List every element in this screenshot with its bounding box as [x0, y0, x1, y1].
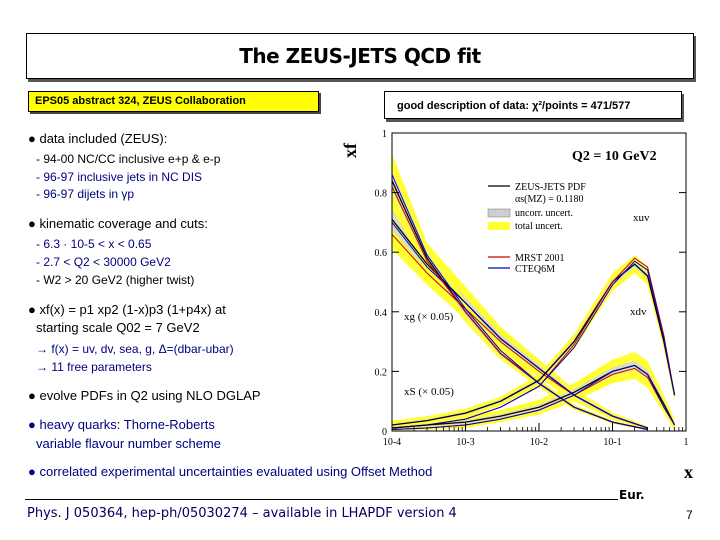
- bullet-data-heading: ● data included (ZEUS):: [28, 131, 168, 146]
- param-line2: starting scale Q02 = 7 GeV2: [36, 320, 200, 335]
- chi2-value: χ²/points = 471/577: [532, 100, 631, 112]
- data-item: - 96-97 inclusive jets in NC DIS: [36, 170, 203, 184]
- legend-total-swatch: [488, 222, 510, 230]
- y-tick-label: 1: [382, 129, 387, 140]
- reference-box: EPS05 abstract 324, ZEUS Collaboration: [28, 91, 319, 112]
- y-tick-label: 0.4: [375, 308, 388, 319]
- series-line-11: [391, 364, 676, 430]
- data-item: - 94-00 NC/CC inclusive e+p & e-p: [36, 152, 221, 166]
- footer-reference: Phys. J 050364, hep-ph/05030274 – availa…: [27, 506, 457, 521]
- footer-divider: [25, 499, 618, 500]
- legend-pdf-name: ZEUS-JETS PDF: [515, 182, 586, 193]
- curve-label-xs: xS (× 0.05): [404, 386, 454, 398]
- x-tick-label: 10-2: [530, 437, 548, 448]
- x-tick-label: 1: [684, 437, 689, 448]
- bullet-param-line1: ● xf(x) = p1 xp2 (1-x)p3 (1+p4x) at: [28, 302, 226, 317]
- y-tick-label: 0.8: [375, 189, 388, 200]
- x-axis-label: x: [684, 462, 693, 482]
- page-number: 7: [686, 508, 693, 522]
- legend-cteq: CTEQ6M: [515, 264, 555, 275]
- series-line-2: [391, 222, 648, 429]
- kin-item: - 6.3 · 10-5 < x < 0.65: [36, 237, 152, 251]
- kin-item: - W2 > 20 GeV2 (higher twist): [36, 273, 195, 287]
- chart-title: Q2 = 10 GeV2: [572, 149, 657, 164]
- curve-label-xuv: xuv: [633, 212, 650, 224]
- legend-alphas: αs(MZ) = 0.1180: [515, 194, 584, 205]
- x-tick-label: 10-1: [603, 437, 621, 448]
- error-band-9: [392, 352, 675, 431]
- param-item: → 11 free parameters: [36, 360, 152, 374]
- series-line-6: [391, 263, 676, 426]
- chi2-prefix: good description of data:: [397, 100, 529, 112]
- bullet-correlated: ● correlated experimental uncertainties …: [28, 464, 433, 479]
- bullet-evolve: ● evolve PDFs in Q2 using NLO DGLAP: [28, 388, 261, 403]
- x-tick-label: 10-4: [383, 437, 401, 448]
- footer-eur: Eur.: [619, 488, 645, 502]
- legend-uncorr: uncorr. uncert.: [515, 208, 573, 219]
- legend-total: total uncert.: [515, 221, 563, 232]
- uncorr-band-6: [392, 261, 675, 427]
- y-tick-label: 0: [382, 427, 387, 438]
- kin-item: - 2.7 < Q2 < 30000 GeV2: [36, 255, 171, 269]
- series-line-5: [391, 174, 648, 430]
- curve-label-xdv: xdv: [630, 306, 647, 318]
- y-tick-label: 0.6: [375, 248, 388, 259]
- uncorr-band-9: [392, 360, 675, 430]
- legend-uncorr-swatch: [487, 208, 511, 218]
- y-tick-label: 0.2: [375, 367, 388, 378]
- heavy-line2: variable flavour number scheme: [36, 436, 221, 451]
- y-axis-label: xf: [340, 142, 360, 158]
- curve-label-xg: xg (× 0.05): [404, 311, 454, 323]
- x-tick-label: 10-3: [456, 437, 474, 448]
- title-box: The ZEUS-JETS QCD fit: [26, 33, 694, 79]
- series-line-8: [391, 260, 676, 429]
- chi2-box: good description of data: χ²/points = 47…: [384, 91, 682, 119]
- param-item: → f(x) = uv, dv, sea, g, Δ=(dbar-ubar): [36, 342, 234, 356]
- data-item: - 96-97 dijets in γp: [36, 187, 135, 201]
- bullet-kin-heading: ● kinematic coverage and cuts:: [28, 216, 208, 231]
- legend-mrst: MRST 2001: [515, 253, 565, 264]
- bullet-heavy-line1: ● heavy quarks: Thorne-Roberts: [28, 417, 215, 432]
- error-band-3: [392, 153, 648, 431]
- page-title: The ZEUS-JETS QCD fit: [239, 44, 481, 68]
